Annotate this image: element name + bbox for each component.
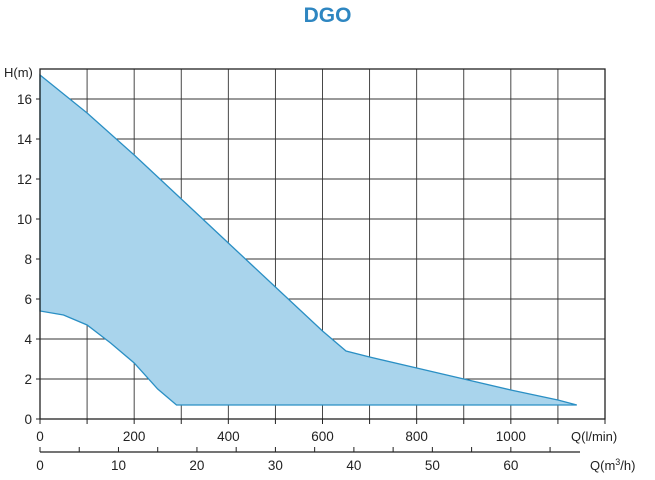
x-tick-label: 800	[405, 429, 428, 444]
x-tick-label: 400	[217, 429, 240, 444]
y-tick-label: 14	[17, 132, 33, 147]
x-axis-label: Q(l/min)	[571, 429, 617, 444]
x-tick-label: 1000	[496, 429, 526, 444]
x2-tick-label: 10	[111, 458, 126, 473]
y-axis-label: H(m)	[4, 65, 33, 80]
x2-tick-label: 40	[346, 458, 361, 473]
y-tick-label: 6	[24, 292, 32, 307]
y-tick-label: 12	[17, 172, 32, 187]
y-tick-label: 8	[24, 252, 32, 267]
performance-area	[39, 73, 577, 406]
y-tick-label: 4	[24, 332, 32, 347]
y-tick-label: 10	[17, 212, 32, 227]
y-tick-label: 16	[17, 92, 32, 107]
y-tick-label: 0	[24, 412, 32, 427]
x2-tick-label: 0	[36, 458, 44, 473]
x-tick-label: 200	[123, 429, 146, 444]
x2-tick-label: 50	[425, 458, 440, 473]
axes: 0 2 4 6 8 10 12 14 16 0 200 400 600 800 1000 0 10 20 30 40 5…	[17, 92, 606, 473]
y-tick-label: 2	[24, 372, 32, 387]
x-tick-label: 600	[311, 429, 334, 444]
x2-tick-label: 20	[189, 458, 204, 473]
x2-tick-label: 60	[503, 458, 518, 473]
x2-tick-label: 30	[268, 458, 283, 473]
x-tick-label: 0	[36, 429, 44, 444]
chart-title: DGO	[303, 4, 352, 27]
x2-axis-label: Q(m3/h)	[590, 457, 635, 473]
